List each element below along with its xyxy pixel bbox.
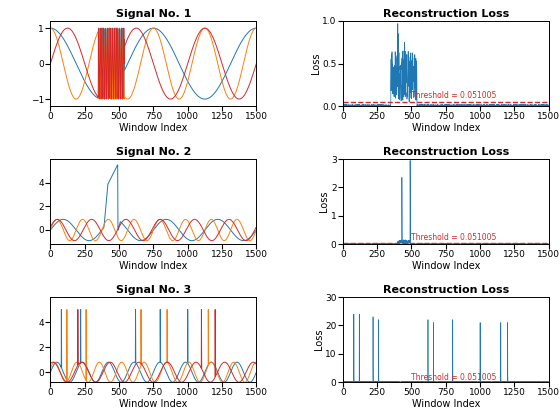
X-axis label: Window Index: Window Index [119,399,188,409]
X-axis label: Window Index: Window Index [412,261,480,271]
Text: Threshold = 0.051005: Threshold = 0.051005 [412,234,497,242]
X-axis label: Window Index: Window Index [412,123,480,133]
Title: Reconstruction Loss: Reconstruction Loss [382,9,509,19]
Title: Reconstruction Loss: Reconstruction Loss [382,147,509,157]
Title: Signal No. 1: Signal No. 1 [116,9,191,19]
Title: Signal No. 3: Signal No. 3 [116,285,191,295]
X-axis label: Window Index: Window Index [119,261,188,271]
Title: Signal No. 2: Signal No. 2 [116,147,191,157]
Text: Threshold = 0.051005: Threshold = 0.051005 [412,373,497,382]
X-axis label: Window Index: Window Index [412,399,480,409]
Y-axis label: Loss: Loss [314,329,324,350]
Text: Threshold = 0.051005: Threshold = 0.051005 [412,92,497,100]
Title: Reconstruction Loss: Reconstruction Loss [382,285,509,295]
Y-axis label: Loss: Loss [311,53,321,74]
Y-axis label: Loss: Loss [319,191,329,213]
X-axis label: Window Index: Window Index [119,123,188,133]
